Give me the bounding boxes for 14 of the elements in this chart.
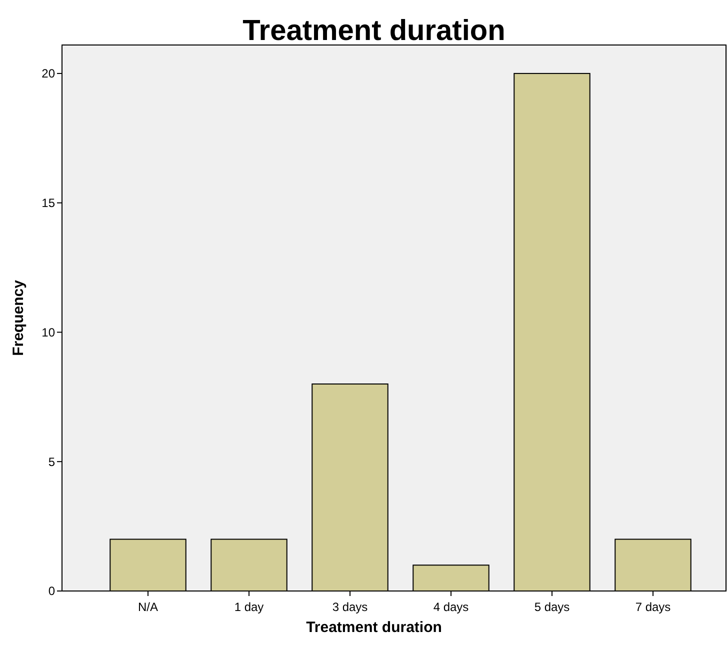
- y-tick-label: 10: [42, 325, 56, 340]
- x-tick-label: 4 days: [433, 600, 469, 614]
- y-tick-label: 0: [48, 584, 56, 598]
- x-tick-label: 7 days: [635, 600, 671, 614]
- x-tick-label: 3 days: [332, 600, 368, 614]
- chart-title: Treatment duration: [242, 15, 506, 47]
- x-tick-label: N/A: [138, 600, 158, 614]
- y-tick-label: 20: [42, 66, 56, 81]
- y-tick-label: 15: [42, 196, 56, 210]
- x-tick-label: 5 days: [534, 600, 570, 614]
- y-tick-label: 5: [48, 454, 56, 469]
- x-tick-label: 1 day: [234, 600, 264, 614]
- x-axis-title: Treatment duration: [306, 619, 442, 636]
- y-axis-title: Frequency: [10, 279, 27, 356]
